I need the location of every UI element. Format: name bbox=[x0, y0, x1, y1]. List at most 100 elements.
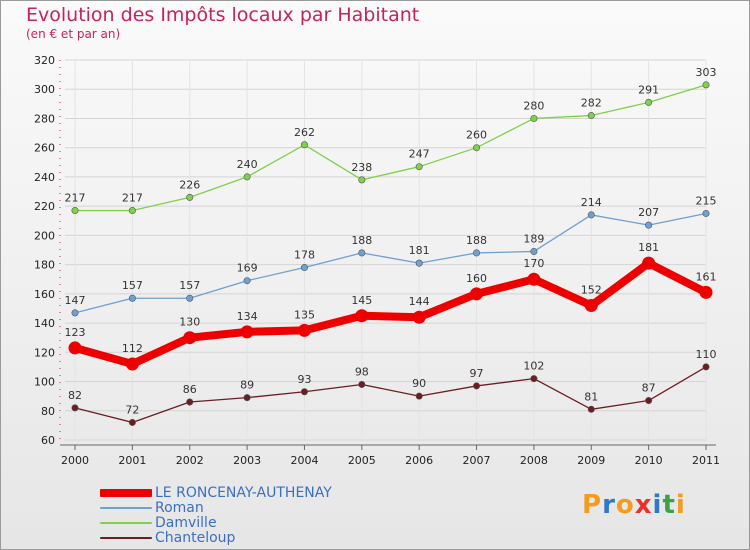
data-label: 102 bbox=[523, 360, 544, 373]
x-tick-label: 2004 bbox=[290, 454, 318, 467]
data-label: 247 bbox=[409, 148, 430, 161]
data-point bbox=[71, 309, 79, 317]
data-label: 169 bbox=[237, 262, 258, 275]
data-point bbox=[128, 207, 136, 215]
logo-letter: t bbox=[662, 490, 676, 520]
data-point bbox=[355, 309, 369, 323]
data-label: 207 bbox=[638, 206, 659, 219]
data-label: 226 bbox=[179, 178, 200, 191]
logo-letter: P bbox=[582, 490, 603, 520]
data-point bbox=[415, 259, 423, 267]
data-point bbox=[587, 405, 595, 413]
data-point bbox=[645, 397, 653, 405]
logo-letter: r bbox=[602, 490, 616, 520]
data-label: 181 bbox=[409, 244, 430, 257]
logo-letter: i bbox=[652, 490, 663, 520]
data-label: 181 bbox=[638, 241, 659, 254]
data-label: 238 bbox=[351, 161, 372, 174]
chart-title: Evolution des Impôts locaux par Habitant bbox=[26, 4, 420, 26]
data-label: 123 bbox=[65, 326, 86, 339]
x-tick-label: 2008 bbox=[520, 454, 548, 467]
x-tick-label: 2011 bbox=[692, 454, 720, 467]
data-point bbox=[530, 375, 538, 383]
data-point bbox=[243, 173, 251, 181]
legend-swatch bbox=[100, 507, 152, 509]
data-label: 303 bbox=[696, 66, 717, 79]
data-point bbox=[702, 209, 710, 217]
data-label: 82 bbox=[68, 389, 82, 402]
data-label: 134 bbox=[237, 310, 258, 323]
x-tick-label: 2000 bbox=[61, 454, 89, 467]
data-label: 157 bbox=[122, 279, 143, 292]
y-tick-label: 100 bbox=[34, 376, 55, 389]
data-point bbox=[125, 357, 139, 371]
data-point bbox=[645, 98, 653, 106]
data-point bbox=[473, 249, 481, 257]
data-point bbox=[415, 163, 423, 171]
x-tick-label: 2009 bbox=[577, 454, 605, 467]
y-tick-label: 260 bbox=[34, 142, 55, 155]
data-point bbox=[300, 388, 308, 396]
data-point bbox=[128, 294, 136, 302]
data-point bbox=[645, 221, 653, 229]
data-label: 87 bbox=[642, 382, 656, 395]
data-label: 97 bbox=[470, 367, 484, 380]
legend-label: LE RONCENAY-AUTHENAY bbox=[155, 485, 332, 501]
data-point bbox=[642, 256, 656, 270]
data-point bbox=[470, 287, 484, 301]
data-label: 86 bbox=[183, 383, 197, 396]
data-label: 72 bbox=[125, 403, 139, 416]
y-tick-label: 180 bbox=[34, 259, 55, 272]
data-label: 260 bbox=[466, 129, 487, 142]
data-label: 188 bbox=[351, 234, 372, 247]
data-label: 93 bbox=[297, 373, 311, 386]
series-line-roman bbox=[74, 212, 707, 314]
data-point bbox=[587, 211, 595, 219]
data-point bbox=[358, 249, 366, 257]
data-label: 214 bbox=[581, 196, 602, 209]
data-label: 81 bbox=[584, 390, 598, 403]
x-tick-label: 2006 bbox=[405, 454, 433, 467]
data-label: 161 bbox=[696, 270, 717, 283]
x-tick-label: 2001 bbox=[118, 454, 146, 467]
x-tick-label: 2002 bbox=[176, 454, 204, 467]
data-label: 262 bbox=[294, 126, 315, 139]
y-tick-label: 320 bbox=[34, 54, 55, 67]
legend-label: Chanteloup bbox=[155, 530, 236, 546]
y-tick-label: 80 bbox=[41, 405, 55, 418]
data-label: 280 bbox=[523, 99, 544, 112]
series-line-le-roncenay-authenay bbox=[73, 259, 708, 368]
data-label: 188 bbox=[466, 234, 487, 247]
data-point bbox=[358, 380, 366, 388]
data-label: 189 bbox=[523, 232, 544, 245]
data-point bbox=[358, 176, 366, 184]
data-point bbox=[415, 392, 423, 400]
y-tick-label: 140 bbox=[34, 317, 55, 330]
data-label: 217 bbox=[122, 192, 143, 205]
y-tick-label: 220 bbox=[34, 200, 55, 213]
data-label: 147 bbox=[65, 294, 86, 307]
data-point bbox=[240, 325, 254, 339]
series-line-damville bbox=[75, 84, 707, 212]
y-tick-label: 240 bbox=[34, 171, 55, 184]
logo-letter: x bbox=[634, 490, 653, 520]
data-point bbox=[300, 264, 308, 272]
data-label: 282 bbox=[581, 97, 602, 110]
data-point bbox=[699, 285, 713, 299]
chart-subtitle: (en € et par an) bbox=[26, 27, 121, 41]
y-tick-label: 300 bbox=[34, 83, 55, 96]
data-point bbox=[530, 114, 538, 122]
data-label: 98 bbox=[355, 365, 369, 378]
data-label: 144 bbox=[409, 295, 430, 308]
data-point bbox=[243, 394, 251, 402]
data-label: 110 bbox=[696, 348, 717, 361]
legend-label: Damville bbox=[155, 515, 217, 531]
data-label: 130 bbox=[179, 316, 200, 329]
data-label: 178 bbox=[294, 249, 315, 262]
data-point bbox=[300, 141, 308, 149]
legend-swatch bbox=[100, 489, 152, 497]
data-label: 170 bbox=[523, 257, 544, 270]
data-point bbox=[128, 418, 136, 426]
